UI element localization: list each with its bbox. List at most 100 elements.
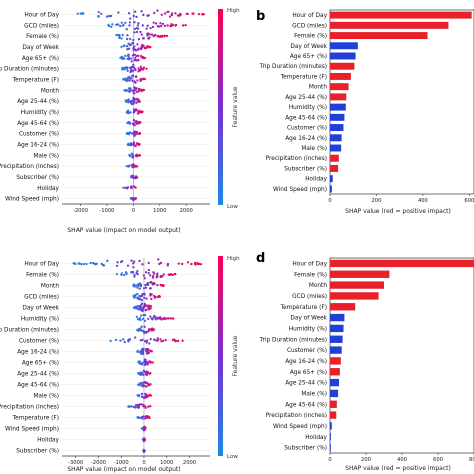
shap-point [136, 349, 139, 352]
shap-point [149, 337, 152, 341]
shap-point [126, 69, 129, 72]
panel-d-label: d [256, 251, 265, 266]
shap-point [184, 24, 187, 27]
shap-point [153, 11, 156, 15]
plot-frame [329, 9, 474, 195]
shap-point [137, 154, 140, 157]
shap-point [145, 339, 149, 342]
shap-point [145, 370, 148, 373]
shap-point [149, 405, 152, 408]
shap-point [160, 34, 164, 38]
shap-point [146, 283, 150, 287]
shap-point [164, 317, 167, 320]
shap-point [162, 339, 165, 343]
shap-point [143, 46, 147, 49]
shap-point [146, 281, 150, 285]
feature-label-gcd-miles: GCD (miles) [24, 295, 59, 301]
shap-point [144, 340, 147, 343]
shap-point [89, 261, 92, 265]
shap-point [145, 385, 148, 388]
shap-point [154, 318, 157, 321]
shap-point [140, 303, 143, 307]
shap-point [133, 87, 137, 90]
shap-point [144, 348, 148, 351]
bar-subscriber [330, 164, 339, 172]
shap-point [142, 369, 145, 373]
shap-point [137, 47, 140, 50]
feature-label-age-25-44: Age 25-44 (%) [17, 99, 59, 105]
bar-day-of-week [330, 42, 358, 50]
shap-point [136, 270, 139, 273]
x-tick-label: -1000 [114, 460, 129, 466]
shap-point [130, 271, 133, 274]
category-label-precipitation-inches: Precipitation (inches) [266, 156, 327, 162]
shap-point [144, 392, 147, 396]
shap-point [119, 339, 122, 342]
shap-point [140, 325, 143, 328]
shap-point [141, 317, 145, 320]
bar-age-65 [330, 368, 340, 376]
shap-point [136, 90, 139, 94]
shap-point [116, 261, 119, 264]
shap-point [133, 27, 137, 30]
shap-point [141, 110, 144, 113]
shap-point [161, 274, 164, 278]
shap-point [138, 259, 141, 263]
shap-point [147, 307, 150, 311]
shap-point [132, 271, 135, 274]
shap-point [154, 316, 158, 319]
shap-point [158, 25, 161, 28]
shap-point [131, 197, 134, 200]
shap-point [129, 131, 132, 134]
shap-point [159, 24, 163, 28]
shap-point [126, 48, 129, 51]
shap-point [137, 38, 141, 41]
shap-point [135, 272, 138, 275]
category-label-age-25-44: Age 25-44 (%) [285, 381, 327, 387]
shap-point [176, 339, 180, 343]
shap-point [194, 261, 197, 264]
category-label-hour-of-day: Hour of Day [292, 261, 327, 267]
x-tick-label: -2000 [91, 460, 106, 466]
shap-point [156, 275, 159, 278]
shap-point [82, 262, 86, 266]
category-label-humidity: Humidity (%) [289, 105, 327, 111]
shap-point [136, 43, 139, 46]
shap-point [146, 363, 149, 366]
category-label-age-45-64: Age 45-64 (%) [285, 402, 327, 408]
x-tick-label: 200 [361, 457, 371, 463]
bar-day-of-week [330, 313, 345, 322]
shap-point [156, 272, 159, 275]
shap-point [159, 338, 162, 341]
shap-point [185, 12, 188, 16]
shap-point [133, 31, 136, 34]
panel-c-colorbar [218, 256, 223, 456]
shap-point [133, 176, 137, 179]
shap-point [131, 153, 134, 156]
shap-point [148, 372, 151, 375]
shap-point [153, 314, 156, 317]
shap-point [138, 287, 141, 290]
shap-point [163, 12, 167, 15]
shap-point [145, 297, 148, 300]
shap-point [124, 21, 127, 25]
bar-age-45-64 [330, 400, 337, 408]
bar-age-65 [330, 52, 356, 60]
shap-point [140, 78, 143, 81]
shap-point [140, 33, 143, 36]
shap-point [123, 89, 127, 92]
shap-point [177, 262, 180, 265]
shap-point [172, 317, 175, 320]
shap-point [136, 416, 139, 419]
shap-point [137, 394, 140, 397]
shap-point [156, 337, 160, 340]
shap-point [135, 305, 139, 308]
shap-point [144, 363, 148, 366]
category-label-customer: Customer (%) [287, 126, 327, 132]
shap-point [120, 21, 123, 24]
shap-point [133, 45, 136, 48]
shap-point [127, 54, 130, 57]
shap-point [124, 77, 128, 81]
shap-point [143, 277, 146, 280]
shap-point [127, 79, 131, 82]
